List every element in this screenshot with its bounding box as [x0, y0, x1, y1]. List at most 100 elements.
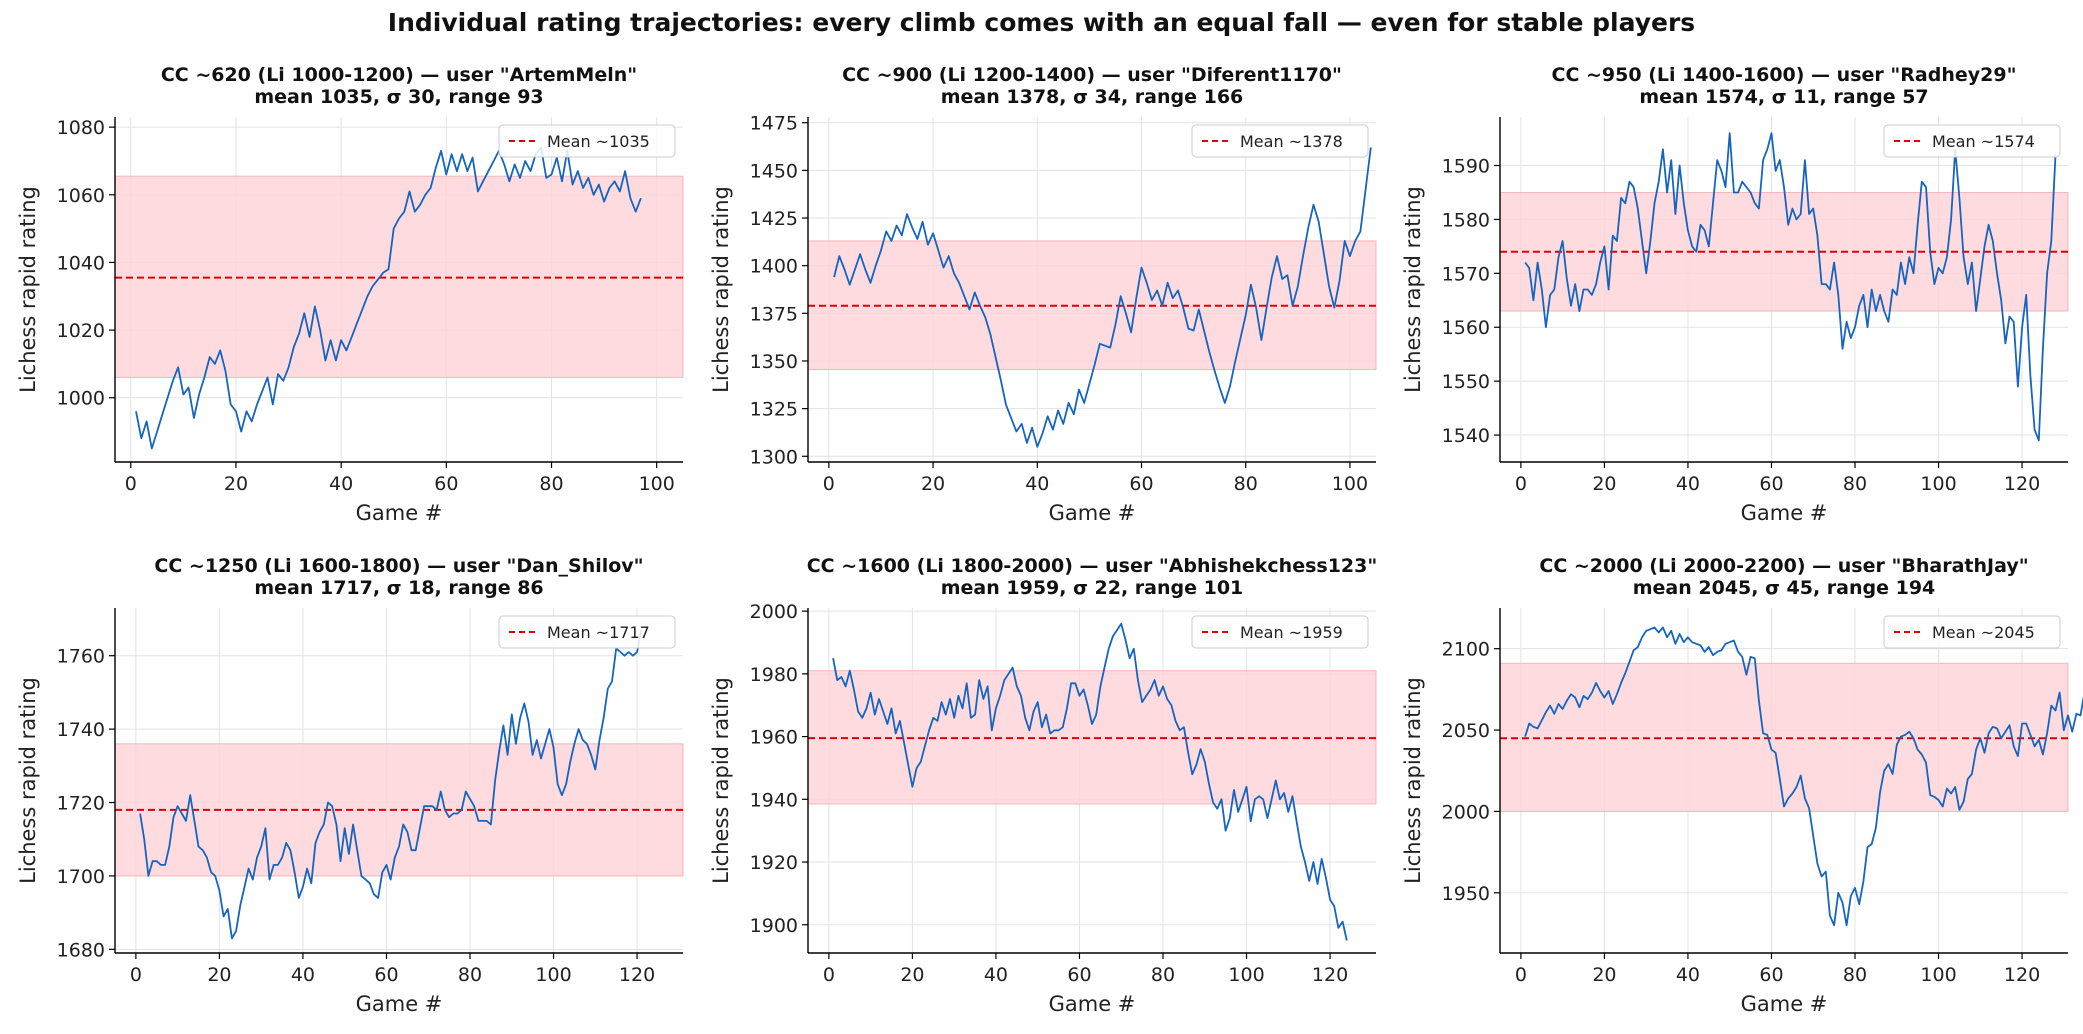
legend-box — [1883, 124, 2061, 158]
legend-box — [1883, 615, 2061, 649]
x-tick-label: 40 — [329, 473, 353, 495]
x-tick-label: 120 — [2004, 964, 2040, 986]
subplot-title: CC ~1600 (Li 1800-2000) — user "Abhishek… — [807, 555, 1378, 577]
subplot-subtitle: mean 1717, σ 18, range 86 — [254, 577, 543, 599]
x-tick-label: 60 — [1129, 473, 1153, 495]
legend: Mean ~1574 — [1883, 124, 2061, 158]
std-band — [807, 670, 1377, 805]
y-tick-label: 1680 — [57, 939, 105, 961]
x-axis-label: Game # — [1049, 992, 1136, 1016]
y-tick-label: 1375 — [750, 303, 798, 325]
x-tick-label: 0 — [125, 473, 137, 495]
x-tick-label: 0 — [823, 964, 835, 986]
x-tick-label: 0 — [1515, 473, 1527, 495]
x-tick-label: 80 — [1151, 964, 1175, 986]
x-tick-label: 40 — [1676, 964, 1700, 986]
x-tick-label: 20 — [224, 473, 248, 495]
x-tick-label: 80 — [1843, 964, 1867, 986]
x-tick-label: 100 — [1920, 473, 1956, 495]
x-tick-label: 80 — [539, 473, 563, 495]
y-tick-label: 1560 — [1442, 317, 1490, 339]
y-tick-label: 1450 — [750, 160, 798, 182]
y-axis-label: Lichess rapid rating — [1401, 677, 1425, 884]
x-axis-label: Game # — [1741, 501, 1828, 525]
x-tick-label: 20 — [1592, 473, 1616, 495]
y-tick-label: 1550 — [1442, 371, 1490, 393]
y-axis-label: Lichess rapid rating — [16, 186, 40, 393]
x-tick-label: 80 — [1843, 473, 1867, 495]
rating-series-line — [833, 147, 1372, 448]
subplot-subtitle: mean 1959, σ 22, range 101 — [941, 577, 1244, 599]
subplot-3: 0 20 40 60 80 100 120 1540 1550 1560 1570 1580 1590 C… — [1401, 64, 2069, 525]
legend: Mean ~1717 — [498, 615, 676, 649]
legend: Mean ~1378 — [1191, 124, 1369, 158]
y-tick-label: 1400 — [750, 256, 798, 278]
y-tick-label: 2100 — [1442, 639, 1490, 661]
y-axis-label: Lichess rapid rating — [1401, 186, 1425, 393]
legend-label: Mean ~1574 — [1932, 132, 2035, 151]
x-tick-label: 120 — [619, 964, 655, 986]
y-tick-label: 1720 — [57, 793, 105, 815]
subplot-subtitle: mean 1035, σ 30, range 93 — [254, 86, 543, 108]
x-axis-label: Game # — [1049, 501, 1136, 525]
x-tick-label: 0 — [1515, 964, 1527, 986]
x-tick-label: 120 — [1312, 964, 1348, 986]
legend-box — [498, 615, 676, 649]
x-tick-label: 0 — [130, 964, 142, 986]
y-tick-label: 1325 — [750, 399, 798, 421]
y-tick-label: 1540 — [1442, 425, 1490, 447]
y-tick-label: 1950 — [1442, 883, 1490, 905]
y-tick-label: 1350 — [750, 351, 798, 373]
y-tick-label: 1590 — [1442, 156, 1490, 178]
y-tick-label: 1980 — [750, 664, 798, 686]
y-tick-label: 1740 — [57, 719, 105, 741]
y-tick-label: 1570 — [1442, 263, 1490, 285]
legend-label: Mean ~1378 — [1240, 132, 1343, 151]
y-tick-label: 1080 — [57, 117, 105, 139]
x-axis-label: Game # — [356, 992, 443, 1016]
x-tick-label: 60 — [434, 473, 458, 495]
rating-series-line — [1524, 626, 2083, 927]
std-band — [1499, 191, 2069, 312]
x-tick-label: 100 — [1920, 964, 1956, 986]
std-band — [114, 743, 684, 877]
subplot-subtitle: mean 2045, σ 45, range 194 — [1633, 577, 1936, 599]
subplot-title: CC ~950 (Li 1400-1600) — user "Radhey29" — [1552, 64, 2017, 86]
x-axis-label: Game # — [1741, 992, 1828, 1016]
x-tick-label: 60 — [1759, 964, 1783, 986]
x-tick-label: 0 — [823, 473, 835, 495]
y-tick-label: 1425 — [750, 208, 798, 230]
subplot-1: 0 20 40 60 80 100 1000 1020 1040 1060 1080 CC ~620 … — [16, 64, 684, 525]
legend-label: Mean ~1035 — [547, 132, 650, 151]
x-tick-label: 100 — [639, 473, 675, 495]
x-tick-label: 20 — [207, 964, 231, 986]
y-tick-label: 1700 — [57, 866, 105, 888]
x-tick-label: 100 — [535, 964, 571, 986]
std-band — [114, 175, 684, 378]
y-tick-label: 1000 — [57, 388, 105, 410]
y-tick-label: 2000 — [1442, 801, 1490, 823]
x-tick-label: 120 — [2004, 473, 2040, 495]
legend: Mean ~2045 — [1883, 615, 2061, 649]
y-tick-label: 1920 — [750, 852, 798, 874]
x-tick-label: 20 — [900, 964, 924, 986]
x-tick-label: 60 — [1759, 473, 1783, 495]
y-tick-label: 1940 — [750, 789, 798, 811]
subplot-title: CC ~900 (Li 1200-1400) — user "Diferent1… — [842, 64, 1342, 86]
subplot-subtitle: mean 1574, σ 11, range 57 — [1639, 86, 1928, 108]
subplot-5: 0 20 40 60 80 100 120 1900 1920 1940 1960 1980 2000 C… — [709, 555, 1377, 1016]
legend-label: Mean ~2045 — [1932, 623, 2035, 642]
subplot-6: 0 20 40 60 80 100 120 1950 2000 2050 2100 CC ~2000 … — [1401, 555, 2083, 1016]
subplot-subtitle: mean 1378, σ 34, range 166 — [941, 86, 1244, 108]
y-tick-label: 1020 — [57, 320, 105, 342]
rating-series-line — [135, 146, 642, 450]
legend-box — [1191, 124, 1369, 158]
subplot-2: 0 20 40 60 80 100 1300 1325 1350 1375 1400 1425 1450… — [709, 64, 1377, 525]
legend-box — [1191, 615, 1369, 649]
std-band — [1499, 662, 2069, 812]
x-tick-label: 80 — [458, 964, 482, 986]
x-tick-label: 100 — [1332, 473, 1368, 495]
y-tick-label: 1960 — [750, 727, 798, 749]
x-tick-label: 60 — [1067, 964, 1091, 986]
legend: Mean ~1959 — [1191, 615, 1369, 649]
